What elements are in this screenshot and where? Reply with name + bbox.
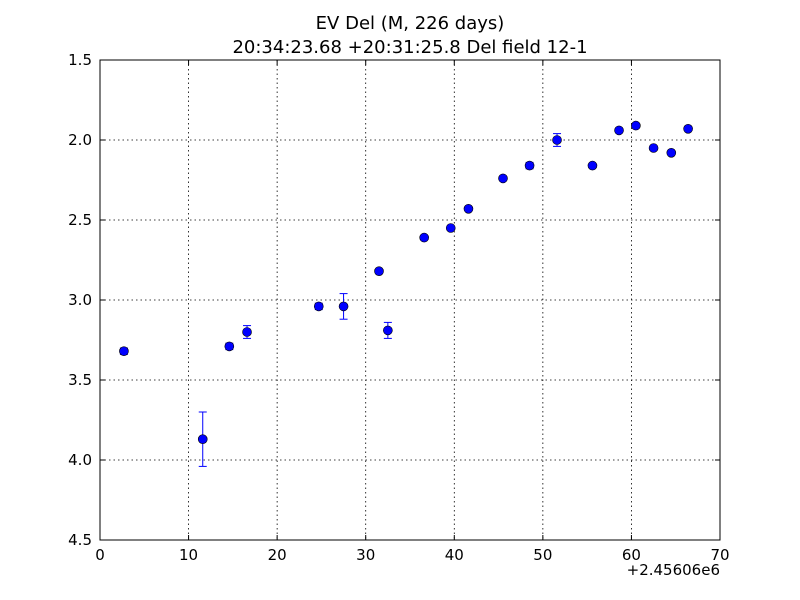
x-tick-label: 70 <box>710 546 729 564</box>
x-tick-label: 0 <box>95 546 105 564</box>
data-point <box>445 223 456 233</box>
chart-subtitle: 20:34:23.68 +20:31:25.8 Del field 12-1 <box>232 37 587 58</box>
x-tick-label: 60 <box>622 546 641 564</box>
axis-ticks: 0 10 20 30 40 50 60 70 1.5 2.0 2.5 3.0 3.5 4.0 4.5 <box>68 51 729 564</box>
data-point <box>498 173 508 184</box>
data-point <box>242 327 252 337</box>
x-tick-label: 20 <box>268 546 287 564</box>
y-tick-label: 4.5 <box>68 531 92 549</box>
data-point <box>648 143 659 153</box>
y-tick-label: 4.0 <box>68 451 92 469</box>
data-point <box>666 148 677 158</box>
data-point <box>524 160 535 171</box>
data-point <box>631 120 641 131</box>
data-point <box>374 266 384 277</box>
data-point <box>197 434 208 445</box>
data-series <box>119 120 693 467</box>
x-offset-label: +2.45606e6 <box>627 561 720 579</box>
data-point <box>383 325 393 336</box>
y-tick-label: 3.0 <box>68 291 92 309</box>
data-point <box>552 135 562 145</box>
x-tick-label: 10 <box>179 546 198 564</box>
data-point <box>683 124 693 134</box>
y-tick-label: 3.5 <box>68 371 92 389</box>
y-tick-label: 2.0 <box>68 131 92 149</box>
data-point <box>614 125 624 136</box>
data-point <box>463 204 474 214</box>
data-point <box>313 301 324 312</box>
y-tick-label: 1.5 <box>68 51 92 69</box>
x-tick-label: 40 <box>445 546 464 564</box>
data-point <box>419 232 429 243</box>
data-point <box>587 160 598 171</box>
y-tick-label: 2.5 <box>68 211 92 229</box>
x-tick-label: 30 <box>356 546 375 564</box>
data-point <box>224 341 235 352</box>
chart-title: EV Del (M, 226 days) <box>316 13 505 34</box>
data-point <box>338 301 349 312</box>
x-tick-label: 50 <box>533 546 552 564</box>
data-point <box>119 346 129 357</box>
plot-area-frame <box>99 59 721 541</box>
grid <box>100 60 720 540</box>
